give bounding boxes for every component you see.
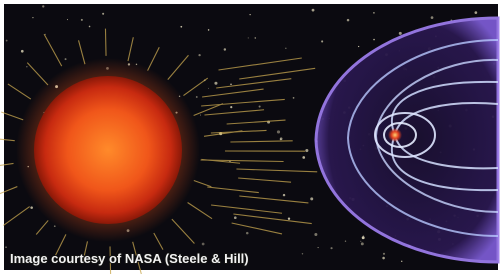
earth bbox=[388, 128, 402, 142]
star bbox=[382, 257, 385, 260]
star bbox=[347, 19, 350, 22]
star bbox=[198, 54, 200, 56]
star bbox=[293, 97, 295, 99]
star bbox=[214, 82, 217, 85]
star bbox=[42, 5, 44, 7]
star bbox=[102, 13, 104, 15]
star bbox=[321, 40, 323, 42]
star bbox=[305, 149, 308, 152]
star bbox=[360, 241, 361, 242]
star bbox=[180, 26, 182, 28]
star bbox=[312, 9, 315, 12]
sun bbox=[34, 76, 182, 224]
star bbox=[67, 19, 68, 20]
star bbox=[54, 225, 56, 227]
star bbox=[208, 29, 210, 31]
star bbox=[358, 46, 359, 47]
star bbox=[259, 106, 261, 108]
star bbox=[399, 32, 402, 35]
star bbox=[318, 247, 319, 248]
star bbox=[89, 26, 91, 28]
star bbox=[249, 14, 250, 15]
star bbox=[330, 247, 332, 249]
star bbox=[383, 253, 385, 255]
star bbox=[302, 156, 305, 159]
star bbox=[248, 37, 249, 38]
star bbox=[431, 16, 434, 19]
star bbox=[26, 66, 27, 67]
star bbox=[288, 218, 290, 220]
star bbox=[224, 48, 226, 50]
star bbox=[373, 39, 375, 41]
star bbox=[373, 12, 375, 14]
star bbox=[196, 96, 198, 98]
star bbox=[5, 246, 7, 248]
page: Image courtesy of NASA (Steele & Hill) (… bbox=[0, 0, 502, 274]
star bbox=[6, 40, 8, 42]
star bbox=[202, 243, 205, 246]
star bbox=[208, 88, 209, 89]
star bbox=[234, 216, 237, 219]
caption: Image courtesy of NASA (Steele & Hill) bbox=[10, 251, 249, 266]
illustration: Image courtesy of NASA (Steele & Hill) bbox=[0, 0, 502, 274]
star bbox=[200, 115, 201, 116]
star bbox=[283, 194, 285, 196]
star bbox=[32, 17, 33, 18]
star bbox=[280, 137, 283, 140]
star bbox=[277, 130, 280, 133]
star bbox=[81, 19, 83, 21]
star bbox=[362, 236, 365, 239]
star bbox=[246, 232, 249, 235]
star bbox=[230, 84, 232, 86]
star bbox=[21, 50, 24, 53]
star bbox=[314, 233, 317, 236]
star bbox=[30, 206, 33, 209]
star bbox=[285, 48, 286, 49]
star bbox=[65, 58, 67, 60]
star bbox=[475, 11, 478, 14]
star bbox=[310, 197, 313, 200]
star bbox=[302, 253, 303, 254]
star bbox=[361, 242, 364, 245]
star bbox=[401, 261, 402, 262]
star bbox=[230, 106, 232, 108]
star bbox=[345, 241, 346, 242]
star bbox=[255, 37, 256, 38]
wind-arrow bbox=[105, 29, 106, 56]
